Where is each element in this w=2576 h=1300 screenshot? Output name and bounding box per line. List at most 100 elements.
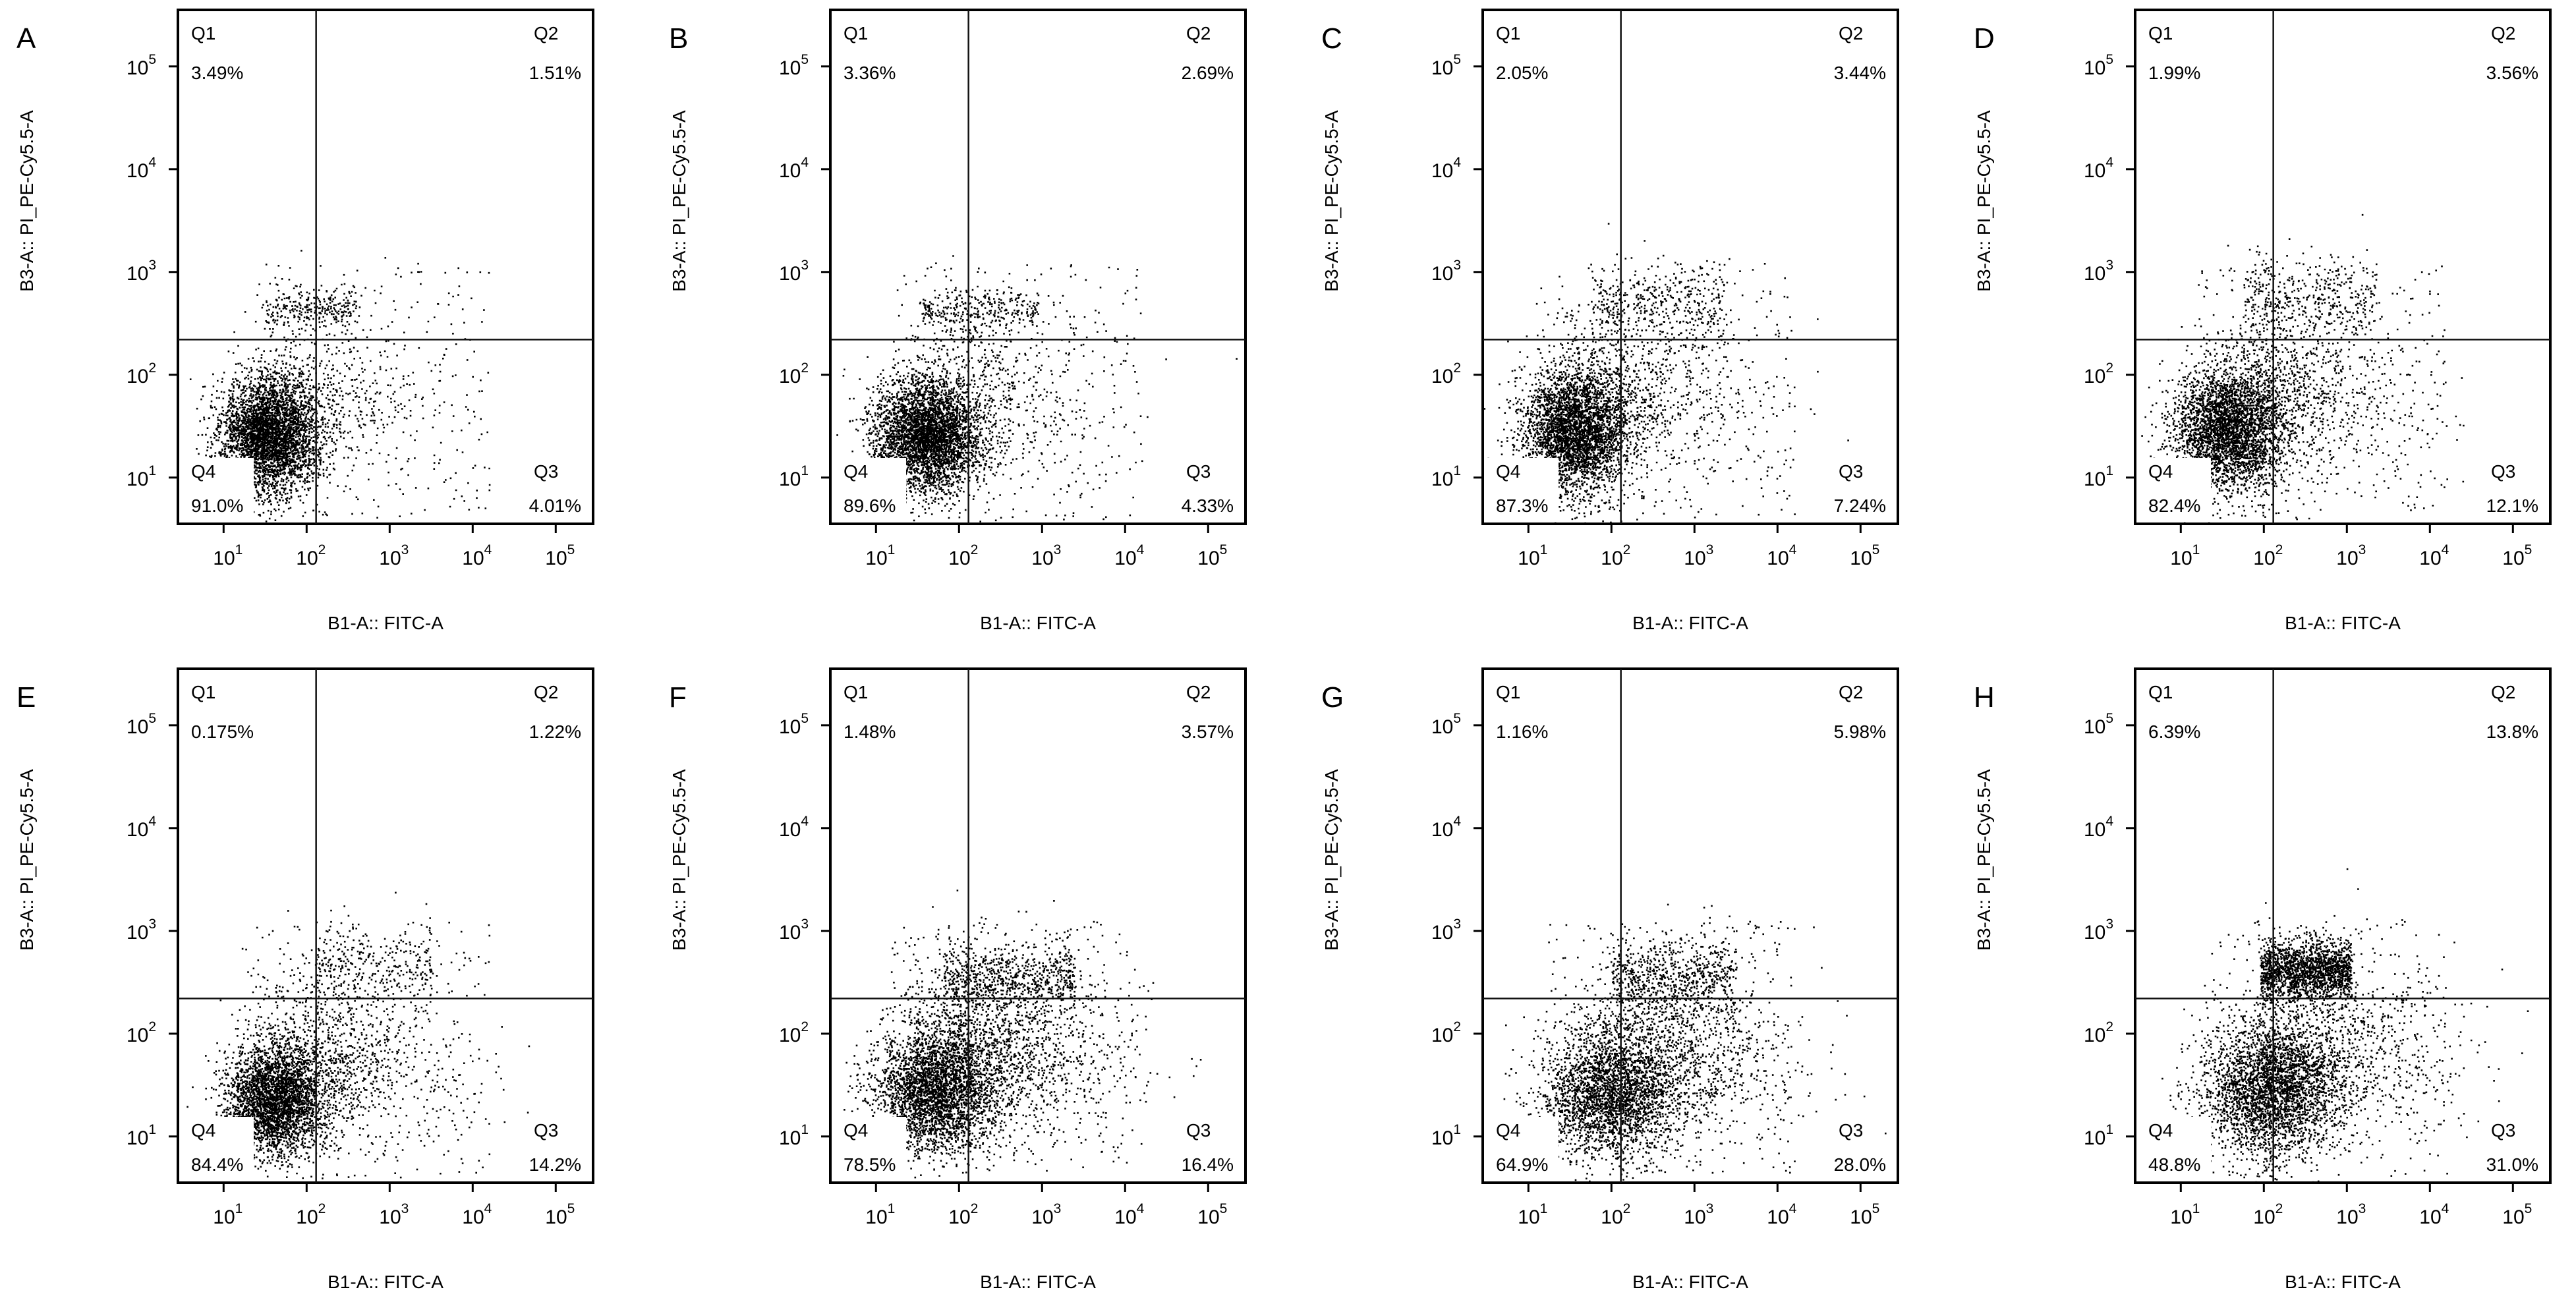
panel-letter: G	[1321, 681, 1344, 714]
quadrant-name-q4: Q4	[844, 1120, 868, 1141]
event-dot-cloud	[2141, 213, 2465, 523]
y-tick-label: 104	[127, 155, 156, 182]
quadrant-name-q1: Q1	[2148, 682, 2173, 702]
q4-label-box	[832, 458, 906, 522]
q4-label-box	[832, 1117, 906, 1181]
quadrant-name-q3: Q3	[2491, 1120, 2515, 1141]
plot-area	[2134, 9, 2552, 525]
quadrant-percent-q3: 7.24%	[1834, 495, 1886, 516]
x-tick-label: 102	[1601, 1201, 1630, 1228]
x-tick-label: 104	[2419, 1201, 2449, 1228]
plot-area	[1481, 667, 1899, 1184]
panel-g: G Q1 1.16% Q2 5.98% Q3 28.0% Q4 64.9% 101 102 103 10…	[1321, 667, 1899, 1292]
panel-b: B Q1 3.36% Q2 2.69% Q3 4.33% Q4 89.6% 101 102 103 10…	[669, 9, 1247, 633]
x-tick-label: 104	[462, 1201, 492, 1228]
quadrant-name-q3: Q3	[1839, 1120, 1863, 1141]
quadrant-name-q1: Q1	[1496, 682, 1520, 702]
y-tick-label: 104	[779, 814, 809, 841]
x-axis-title: B1-A:: FITC-A	[1632, 613, 1748, 633]
quadrant-name-q2: Q2	[1839, 23, 1863, 43]
quadrant-percent-q3: 31.0%	[2486, 1154, 2538, 1175]
quadrant-name-q3: Q3	[534, 1120, 558, 1141]
quadrant-percent-q4: 87.3%	[1496, 495, 1548, 516]
quadrant-percent-q4: 89.6%	[844, 495, 896, 516]
quadrant-percent-q3: 14.2%	[529, 1154, 581, 1175]
x-tick-label: 104	[462, 542, 492, 569]
x-tick-label: 104	[1114, 542, 1144, 569]
quadrant-percent-q2: 3.44%	[1834, 63, 1886, 83]
y-tick-label: 102	[779, 1019, 809, 1046]
quadrant-name-q3: Q3	[1186, 1120, 1211, 1141]
panel-letter: C	[1321, 22, 1342, 55]
quadrant-percent-q4: 64.9%	[1496, 1154, 1548, 1175]
x-tick-label: 102	[296, 1201, 326, 1228]
panel-letter: H	[1974, 681, 1995, 714]
x-tick-label: 103	[1031, 542, 1061, 569]
quadrant-percent-q2: 3.57%	[1182, 721, 1234, 742]
x-tick-label: 105	[1850, 542, 1879, 569]
y-tick-label: 105	[1431, 711, 1461, 738]
x-tick-label: 105	[1850, 1201, 1879, 1228]
quadrant-percent-q4: 82.4%	[2148, 495, 2200, 516]
y-tick-label: 101	[127, 1122, 156, 1149]
x-tick-label: 101	[865, 542, 895, 569]
y-tick-label: 101	[779, 463, 809, 490]
quadrant-percent-q4: 48.8%	[2148, 1154, 2200, 1175]
y-tick-label: 103	[2084, 258, 2113, 285]
quadrant-percent-q1: 1.16%	[1496, 721, 1548, 742]
y-tick-label: 101	[1431, 463, 1461, 490]
y-tick-label: 101	[2084, 463, 2113, 490]
y-axis-title: B3-A:: PI_PE-Cy5.5-A	[1321, 769, 1342, 951]
x-tick-label: 105	[1197, 542, 1227, 569]
y-axis-title: B3-A:: PI_PE-Cy5.5-A	[669, 110, 689, 292]
quadrant-percent-q1: 0.175%	[191, 721, 254, 742]
quadrant-name-q2: Q2	[534, 23, 558, 43]
quadrant-percent-q2: 2.69%	[1182, 63, 1234, 83]
x-tick-label: 105	[545, 542, 575, 569]
quadrant-percent-q1: 1.99%	[2148, 63, 2200, 83]
x-tick-label: 103	[1031, 1201, 1061, 1228]
y-tick-label: 101	[127, 463, 156, 490]
x-tick-label: 101	[213, 1201, 243, 1228]
x-axis-title: B1-A:: FITC-A	[980, 613, 1096, 633]
x-tick-label: 101	[213, 542, 243, 569]
plot-area	[177, 9, 594, 525]
x-tick-label: 102	[2253, 1201, 2283, 1228]
y-tick-label: 103	[1431, 917, 1461, 944]
x-tick-label: 104	[1114, 1201, 1144, 1228]
y-tick-label: 104	[2084, 814, 2113, 841]
y-tick-label: 104	[2084, 155, 2113, 182]
quadrant-percent-q4: 78.5%	[844, 1154, 896, 1175]
panel-letter: E	[16, 681, 36, 714]
panel-letter: F	[669, 681, 687, 714]
quadrant-percent-q3: 12.1%	[2486, 495, 2538, 516]
y-tick-label: 101	[779, 1122, 809, 1149]
x-axis-title: B1-A:: FITC-A	[328, 1272, 444, 1292]
quadrant-name-q2: Q2	[2491, 682, 2515, 702]
q4-label-box	[180, 458, 254, 522]
quadrant-name-q1: Q1	[191, 682, 215, 702]
x-axis-title: B1-A:: FITC-A	[328, 613, 444, 633]
quadrant-percent-q3: 16.4%	[1182, 1154, 1234, 1175]
x-tick-label: 103	[379, 1201, 409, 1228]
quadrant-percent-q2: 5.98%	[1834, 721, 1886, 742]
x-tick-label: 104	[1767, 1201, 1796, 1228]
quadrant-name-q3: Q3	[1839, 461, 1863, 482]
quadrant-percent-q2: 3.56%	[2486, 63, 2538, 83]
y-tick-label: 102	[2084, 1019, 2113, 1046]
y-tick-label: 105	[127, 52, 156, 79]
y-tick-label: 105	[779, 711, 809, 738]
quadrant-name-q2: Q2	[1839, 682, 1863, 702]
quadrant-name-q1: Q1	[844, 682, 868, 702]
quadrant-percent-q1: 6.39%	[2148, 721, 2200, 742]
q4-label-box	[1485, 458, 1559, 522]
quadrant-name-q4: Q4	[1496, 461, 1520, 482]
quadrant-name-q4: Q4	[844, 461, 868, 482]
x-tick-label: 104	[1767, 542, 1796, 569]
event-dots	[838, 890, 1202, 1179]
y-axis-title: B3-A:: PI_PE-Cy5.5-A	[1321, 110, 1342, 292]
y-tick-label: 105	[1431, 52, 1461, 79]
x-axis-title: B1-A:: FITC-A	[1632, 1272, 1748, 1292]
event-dot-cloud	[836, 255, 1238, 523]
y-tick-label: 102	[1431, 360, 1461, 387]
